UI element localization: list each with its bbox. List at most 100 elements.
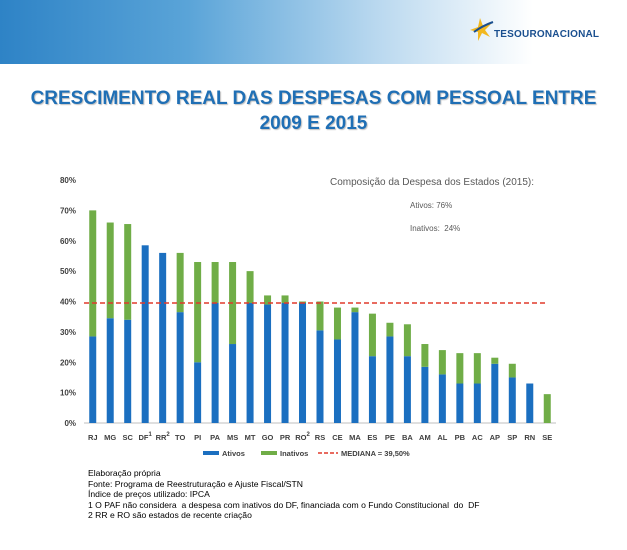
y-tick-label: 70% — [60, 206, 76, 215]
legend: Ativos Inativos MEDIANA = 39,50% — [203, 449, 410, 458]
x-tick-superscript: 2 — [306, 432, 310, 438]
bar-ativos-sp — [508, 377, 516, 423]
footnotes: Elaboração própria Fonte: Programa de Re… — [88, 468, 480, 521]
bar-ativos-pa — [211, 303, 219, 423]
y-tick-label: 10% — [60, 389, 76, 398]
x-tick-label: PI — [194, 433, 201, 442]
x-tick-label: AM — [419, 433, 431, 442]
bar-ativos-to — [176, 312, 184, 423]
bar-ativos-ap — [491, 363, 499, 423]
x-tick-label: MT — [245, 433, 256, 442]
bar-ativos-sc — [124, 319, 132, 423]
x-tick-label: SC — [122, 433, 133, 442]
bar-ativos-df — [141, 245, 149, 423]
bar-inativos-ro — [299, 301, 307, 304]
note-1: 1 O PAF não considera a despesa com inat… — [88, 499, 480, 510]
bar-ativos-ba — [403, 356, 411, 423]
note-2: 2 RR e RO são estados de recente criação — [88, 510, 252, 521]
bar-inativos-ma — [351, 307, 359, 313]
x-tick-label: SE — [542, 433, 552, 442]
bar-inativos-rj — [89, 210, 97, 337]
x-tick-label: AL — [437, 433, 447, 442]
y-tick-label: 60% — [60, 237, 76, 246]
bar-ativos-ma — [351, 312, 359, 423]
bar-inativos-pi — [194, 262, 202, 363]
stacked-bar-chart: 0% 10% 20% 30% 40% 50% 60% 70% 80% RJ MG SC DF1 RR2 T… — [60, 176, 556, 458]
bar-inativos-ap — [491, 357, 499, 364]
x-tick-label: RJ — [88, 433, 98, 442]
x-tick-label: PE — [385, 433, 395, 442]
annotation-ativos: Ativos: 76% — [410, 201, 452, 210]
page-title: CRESCIMENTO REAL DAS DESPESAS COM PESSOA… — [0, 86, 627, 136]
x-tick-label: AC — [472, 433, 483, 442]
bar-inativos-rs — [316, 301, 324, 331]
bar-inativos-pr — [281, 295, 289, 304]
x-tick-label: GO — [262, 433, 274, 442]
x-tick-label: PR — [280, 433, 291, 442]
bars — [89, 210, 551, 423]
bar-inativos-am — [421, 344, 429, 367]
y-axis-labels: 0% 10% 20% 30% 40% 50% 60% 70% 80% — [60, 176, 76, 428]
bar-ativos-ce — [333, 339, 341, 423]
annotation-inativos: Inativos: 24% — [410, 224, 460, 233]
bar-ativos-rs — [316, 330, 324, 423]
bar-ativos-pe — [386, 336, 394, 423]
bar-inativos-sc — [124, 224, 132, 320]
x-tick-label: MA — [349, 433, 361, 442]
star-icon — [470, 18, 494, 41]
bar-ativos-ms — [229, 344, 237, 423]
x-tick-superscript: 2 — [166, 432, 170, 438]
bar-inativos-ce — [333, 307, 341, 340]
x-axis-labels: RJ MG SC DF1 RR2 TO PI PA MS MT GO PR RO2 RS CE MA ES PE B… — [88, 432, 552, 442]
bar-inativos-mg — [106, 222, 114, 319]
x-tick-label: RO2 — [295, 432, 310, 442]
bar-ativos-rr — [159, 252, 167, 423]
bar-ativos-pi — [194, 362, 202, 423]
x-tick-label: RS — [315, 433, 325, 442]
x-tick-label: PA — [210, 433, 220, 442]
x-tick-label: CE — [332, 433, 342, 442]
x-tick-label: RN — [524, 433, 535, 442]
y-tick-label: 40% — [60, 298, 76, 307]
y-tick-label: 30% — [60, 328, 76, 337]
bar-ativos-rn — [526, 383, 534, 423]
x-tick-label: SP — [507, 433, 517, 442]
annotation-heading: Composição da Despesa dos Estados (2015)… — [330, 177, 534, 188]
bar-inativos-sp — [508, 363, 516, 378]
bar-inativos-pa — [211, 262, 219, 304]
header-band — [0, 0, 627, 64]
y-tick-label: 50% — [60, 267, 76, 276]
bar-ativos-go — [264, 304, 272, 423]
x-tick-label: AP — [490, 433, 500, 442]
bar-ativos-rj — [89, 336, 97, 423]
bar-inativos-mt — [246, 271, 254, 304]
legend-swatch-inativos — [261, 451, 277, 455]
x-tick-superscript: 1 — [149, 432, 153, 438]
tesouro-nacional-logo — [470, 18, 494, 41]
x-tick-label: MS — [227, 433, 238, 442]
y-tick-label: 0% — [64, 419, 76, 428]
legend-label-inativos: Inativos — [280, 449, 308, 458]
x-tick-label: PB — [455, 433, 466, 442]
x-tick-label: ES — [367, 433, 377, 442]
legend-label-median: MEDIANA = 39,50% — [341, 449, 410, 458]
bar-inativos-ba — [403, 324, 411, 357]
bar-ativos-ro — [299, 303, 307, 423]
bar-ativos-mg — [106, 318, 114, 423]
bar-inativos-go — [264, 295, 272, 305]
bar-inativos-ac — [473, 353, 481, 384]
bar-ativos-al — [438, 374, 446, 423]
x-tick-label: DF1 — [139, 432, 153, 442]
note-source: Fonte: Programa de Reestruturação e Ajus… — [88, 478, 303, 489]
bar-inativos-al — [438, 350, 446, 375]
x-tick-label: TO — [175, 433, 185, 442]
note-price-index: Índice de preços utilizado: IPCA — [88, 489, 210, 500]
bar-inativos-to — [176, 252, 184, 313]
x-tick-label: RR2 — [156, 432, 171, 442]
legend-label-ativos: Ativos — [222, 449, 245, 458]
bar-ativos-am — [421, 366, 429, 423]
y-tick-label: 80% — [60, 176, 76, 185]
bar-ativos-pr — [281, 303, 289, 423]
title-line-2: 2009 E 2015 — [259, 113, 368, 134]
title-line-1: CRESCIMENTO REAL DAS DESPESAS COM PESSOA… — [30, 88, 597, 109]
